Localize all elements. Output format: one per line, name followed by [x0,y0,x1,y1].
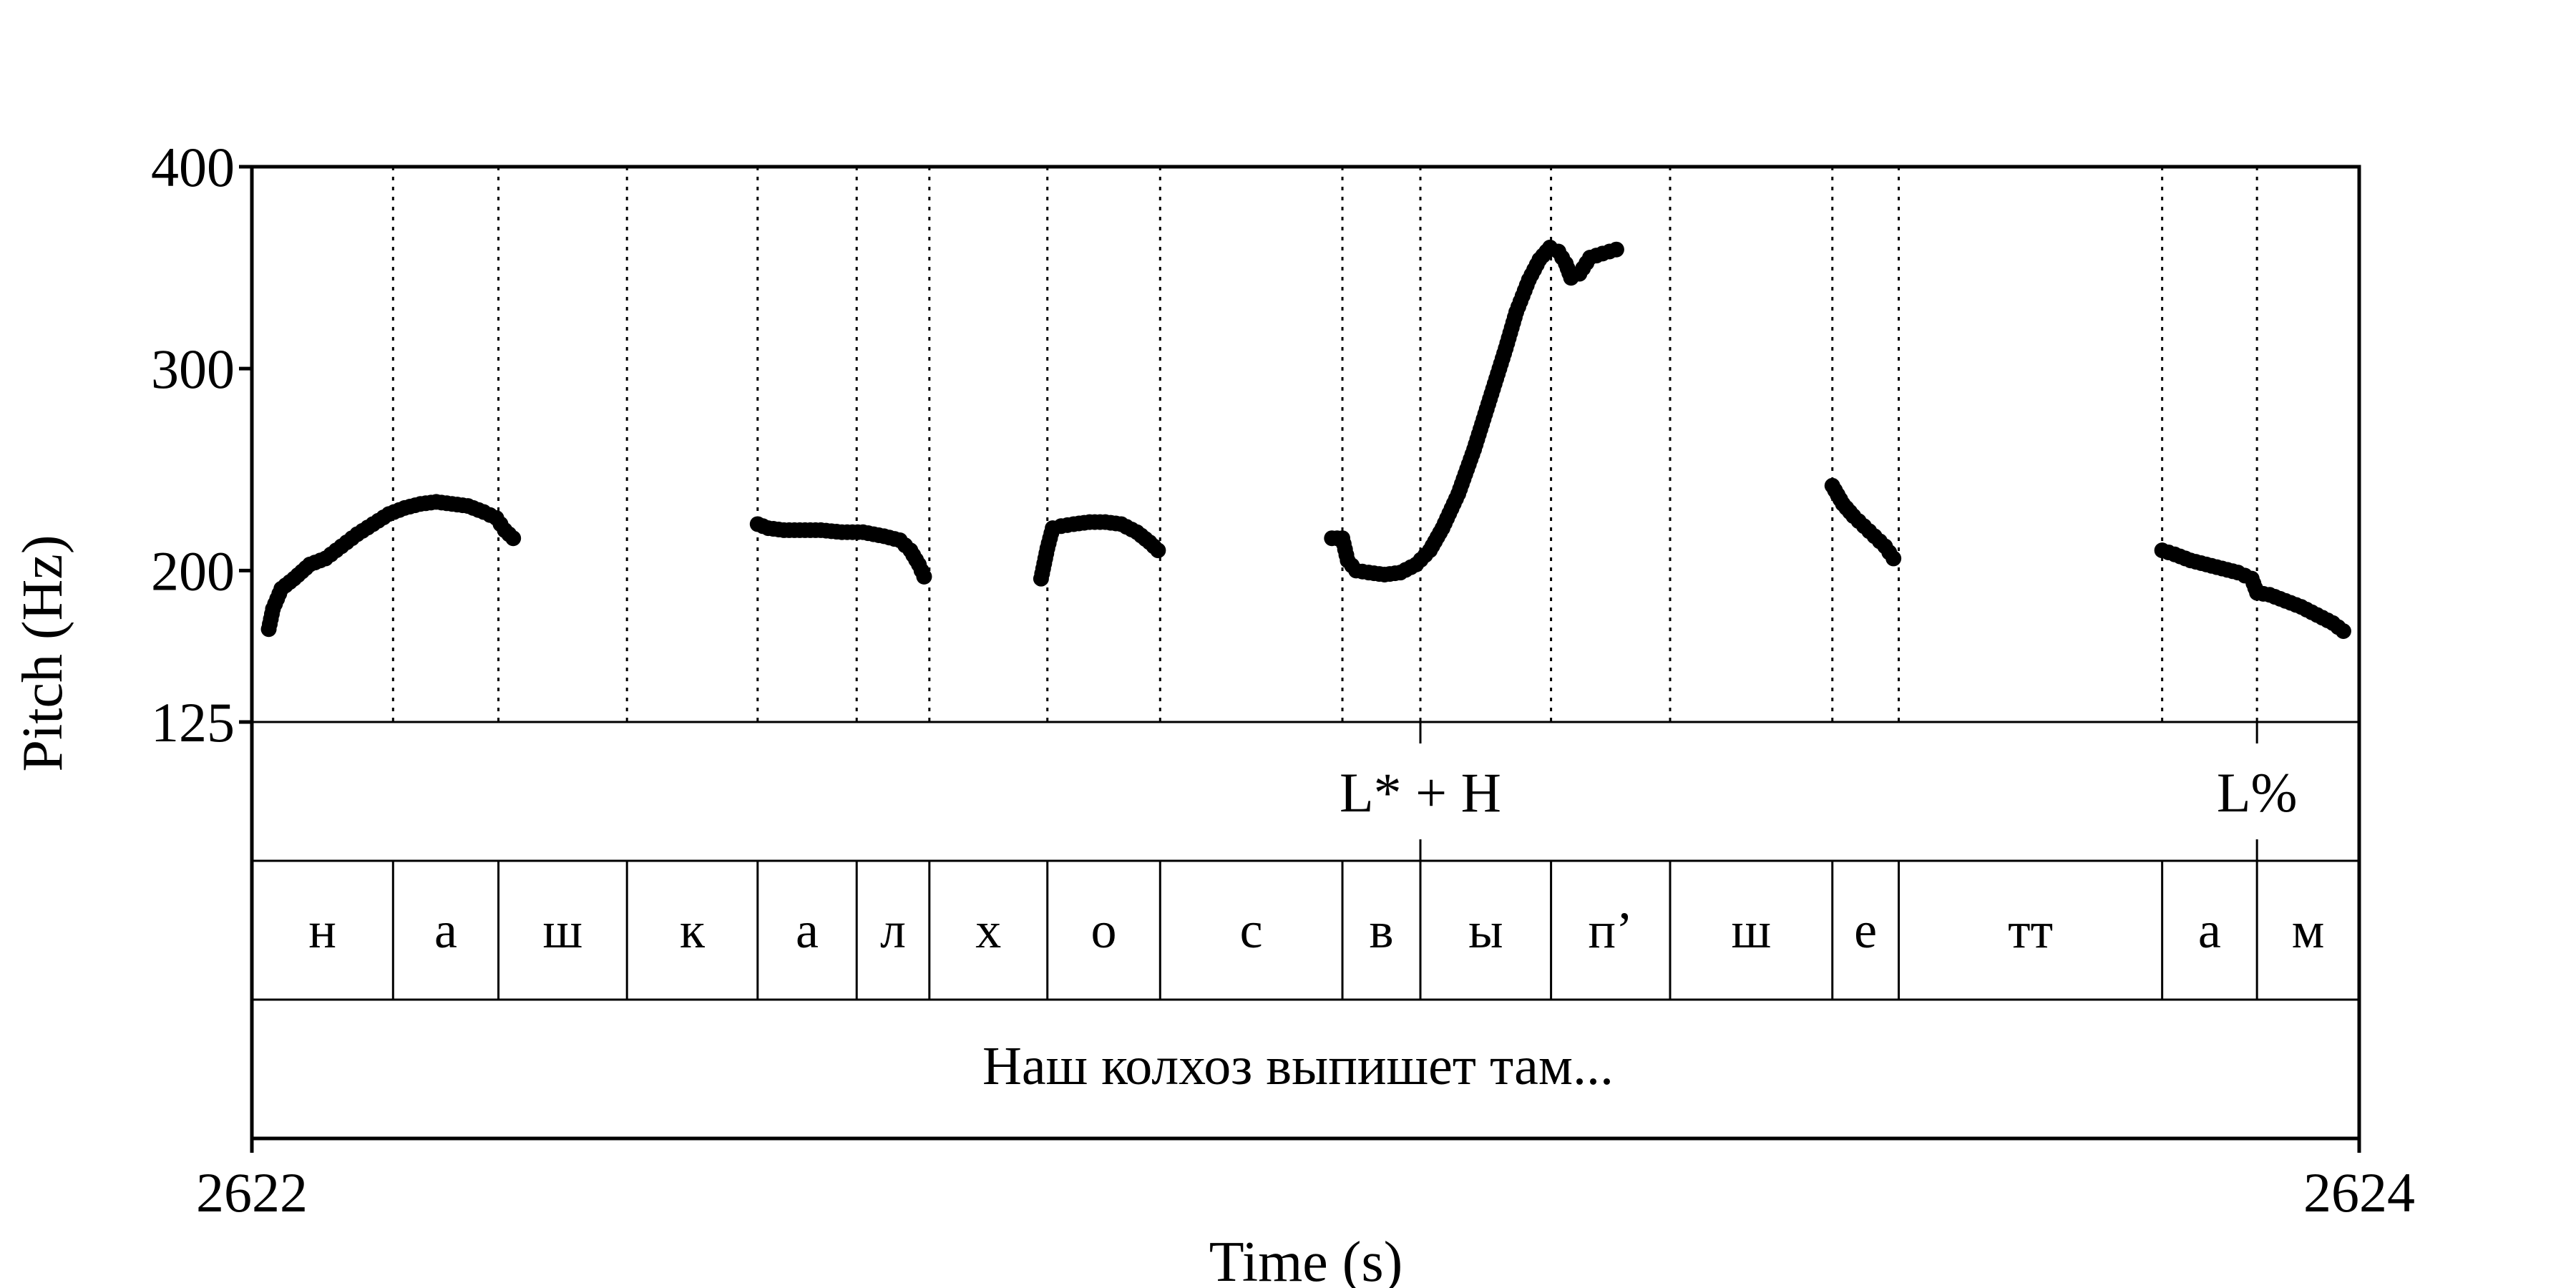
segment-label: в [1370,902,1394,959]
segment-label: н [308,902,336,959]
segment-label: л [880,902,906,959]
y-tick-label: 400 [151,136,235,198]
segment-label: х [975,902,1001,959]
y-tick-label: 300 [151,338,235,400]
tone-label: L% [2217,761,2298,824]
y-tick-label: 200 [151,540,235,602]
x-axis-ticks: 2622 2624 [196,1138,2415,1224]
pitch-point [1608,241,1624,258]
sentence-label: Наш колхоз выпишет там... [982,1036,1614,1096]
pitch-point [916,568,932,585]
pitch-point [1885,550,1902,567]
segment-label: с [1240,902,1263,959]
pitch-points [260,239,2351,640]
tone-label: L* + H [1340,761,1501,824]
pitch-point [1150,542,1166,559]
segment-label: м [2292,902,2325,959]
x-tick-label: 2624 [2303,1161,2415,1224]
segment-label: к [680,902,706,959]
segment-label: п’ [1589,902,1634,959]
x-axis-title: Time (s) [1209,1231,1402,1288]
y-axis-title: Pitch (Hz) [11,535,74,771]
tone-labels: L* + H L% [1340,761,2297,824]
segment-label: тт [2008,902,2053,959]
plot-frame [250,165,2361,1141]
tone-marks [1419,722,2258,861]
segment-label: а [796,902,819,959]
segment-label: ш [543,902,582,959]
segment-labels: н а ш к а л х о с в ы п’ ш е тт а м [308,902,2324,959]
segment-boundaries [391,167,2258,1000]
segment-label: а [2198,902,2221,959]
segment-label: о [1091,902,1117,959]
y-axis-ticks: 400 300 200 125 [151,136,252,753]
segment-label: а [434,902,457,959]
x-tick-label: 2622 [196,1161,308,1224]
segment-label: ш [1732,902,1771,959]
pitch-point [2335,623,2351,640]
y-tick-label: 125 [151,691,235,753]
segment-label: ы [1468,902,1503,959]
segment-label: е [1854,902,1877,959]
pitch-point [505,530,522,547]
